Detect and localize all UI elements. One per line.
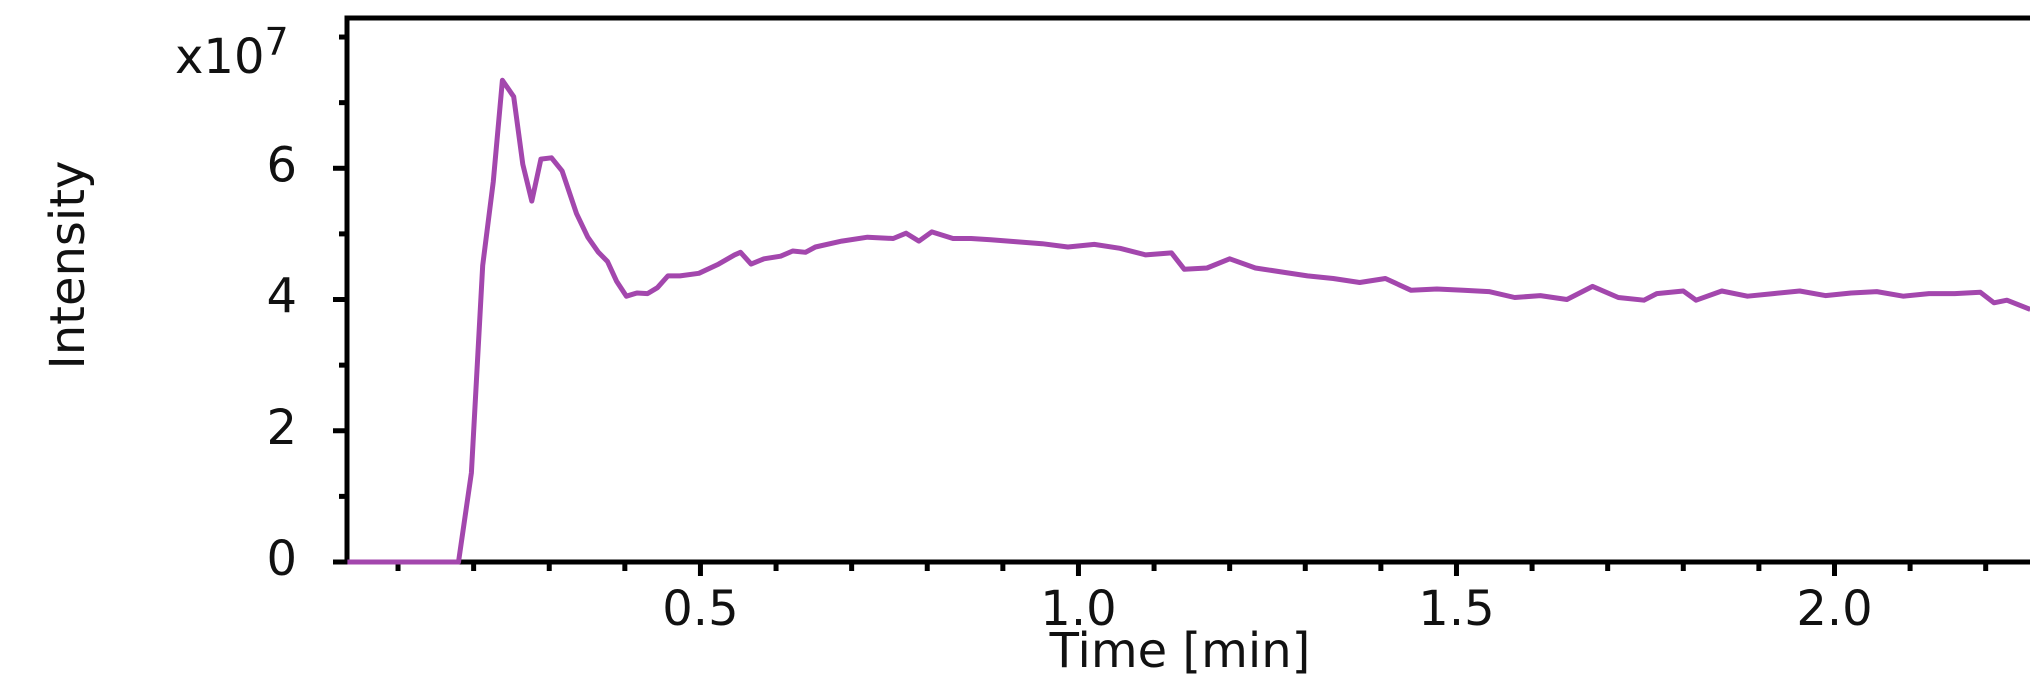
x-axis-label: Time [min] [1049,623,1311,679]
y-tick-label: 6 [266,137,297,193]
plot-frame [344,15,2030,565]
data-line [347,77,2030,565]
y-tick-label: 4 [266,269,297,325]
y-tick-label: 2 [266,400,297,456]
y-tick-label: 0 [266,531,297,587]
y-axis-label: Intensity [40,161,96,370]
y-scale-base: x10 [175,29,264,85]
x-tick-label: 1.0 [1040,581,1116,637]
x-tick-label: 2.0 [1796,581,1872,637]
x-tick-label: 0.5 [662,581,738,637]
y-scale-label: x107 [175,20,289,86]
y-scale-exponent: 7 [264,20,288,64]
x-tick-label: 1.5 [1418,581,1494,637]
